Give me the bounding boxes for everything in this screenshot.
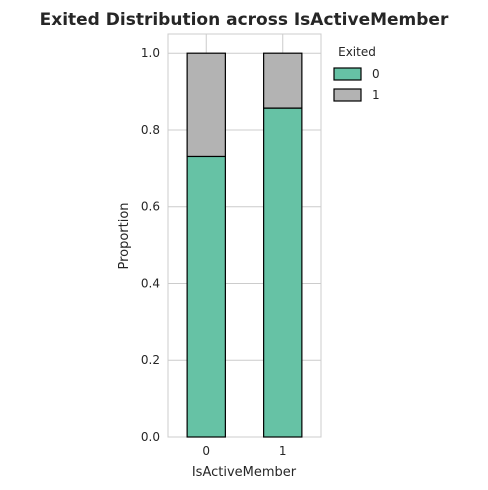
y-tick-label: 1.0	[141, 46, 160, 60]
y-tick-label: 0.4	[141, 276, 160, 290]
y-tick-label: 0.6	[141, 200, 160, 214]
legend-items: 01	[333, 67, 380, 102]
y-tick-label: 0.0	[141, 430, 160, 444]
legend-title: Exited	[338, 45, 376, 59]
bar-0-exited-0	[186, 155, 226, 438]
legend: Exited 01	[333, 45, 380, 102]
bars	[186, 52, 303, 438]
y-tick-label: 0.8	[141, 123, 160, 137]
legend-label: 0	[372, 67, 380, 81]
chart-title: Exited Distribution across IsActiveMembe…	[40, 10, 449, 30]
bar-0-exited-1	[186, 52, 226, 158]
bar-1-exited-1	[263, 52, 303, 109]
plot-area	[167, 33, 322, 438]
y-tick-label: 0.2	[141, 353, 160, 367]
x-axis-label: IsActiveMember	[192, 465, 297, 480]
legend-label: 1	[372, 88, 380, 102]
x-tick-label: 1	[279, 444, 287, 458]
y-axis-ticks: 0.0 0.2 0.4 0.6 0.8 1.0	[141, 46, 160, 444]
y-axis-label: Proportion	[117, 202, 132, 269]
legend-swatch	[333, 88, 362, 102]
x-tick-label: 0	[202, 444, 210, 458]
bar-1-exited-0	[263, 107, 303, 438]
legend-swatch	[333, 67, 362, 81]
